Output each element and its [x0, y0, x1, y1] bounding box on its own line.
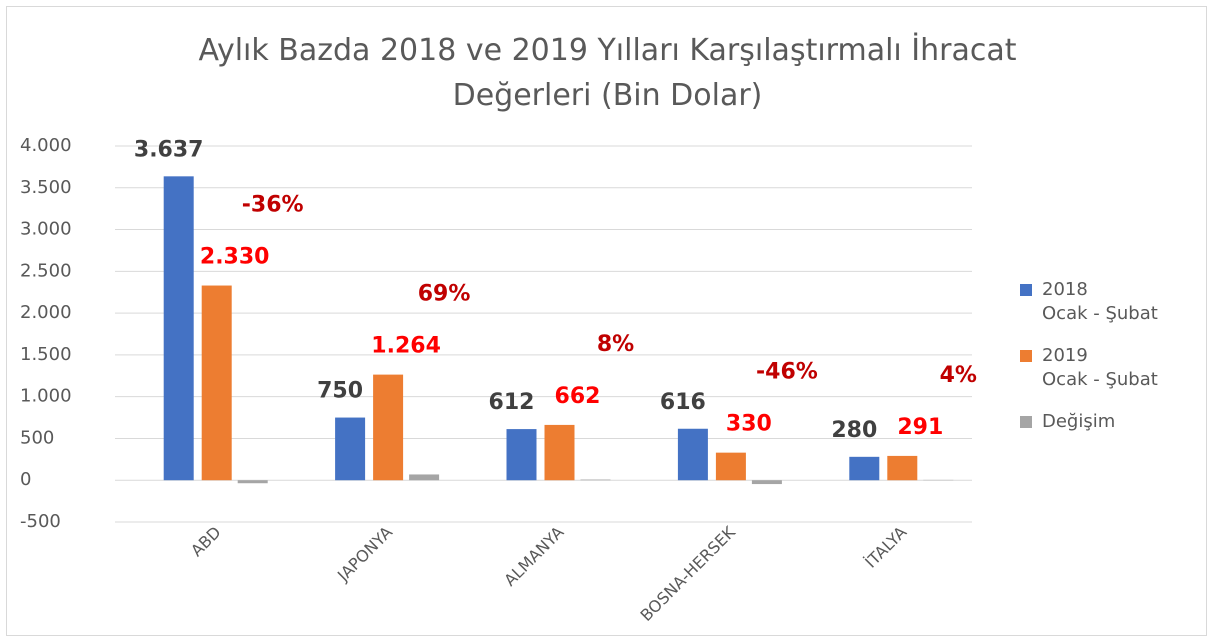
data-label: 330 — [726, 412, 772, 437]
y-tick-label: 3.000 — [20, 219, 72, 240]
data-label: 4% — [940, 363, 977, 388]
x-tick-label: ABD — [187, 523, 225, 561]
bar — [677, 428, 708, 481]
x-tick-label: JAPONYA — [333, 523, 396, 586]
bar — [335, 417, 366, 481]
data-label: 662 — [555, 384, 601, 409]
legend-swatch — [1020, 284, 1032, 296]
legend-item: 2019 Ocak - Şubat — [1020, 344, 1158, 392]
legend-swatch — [1020, 416, 1032, 428]
x-tick-label: ALMANYA — [500, 523, 567, 590]
data-label: 616 — [660, 390, 706, 415]
legend-item: Değişim — [1020, 410, 1158, 434]
y-tick-label: 4.000 — [20, 135, 72, 156]
legend-item: 2018 Ocak - Şubat — [1020, 278, 1158, 326]
y-tick-label: 500 — [20, 427, 54, 448]
bar — [887, 455, 918, 481]
bar — [715, 452, 746, 481]
y-tick-label: -500 — [20, 511, 61, 532]
data-label: 612 — [489, 390, 535, 415]
y-tick-label: 0 — [20, 469, 31, 490]
legend-swatch — [1020, 350, 1032, 362]
bar — [544, 424, 575, 481]
legend-label: 2019 Ocak - Şubat — [1042, 345, 1158, 390]
bar — [409, 474, 440, 481]
y-tick-label: 3.500 — [20, 177, 72, 198]
y-tick-label: 2.500 — [20, 260, 72, 281]
y-tick-label: 1.000 — [20, 386, 72, 407]
data-label: 291 — [897, 415, 943, 440]
bar — [849, 456, 880, 481]
y-tick-label: 2.000 — [20, 302, 72, 323]
legend: 2018 Ocak - Şubat 2019 Ocak - Şubat Değişi… — [1020, 278, 1158, 452]
data-label: -46% — [756, 360, 818, 385]
bar — [580, 479, 611, 481]
data-label: 8% — [597, 332, 634, 357]
bar — [201, 285, 232, 481]
data-label: -36% — [242, 193, 304, 218]
legend-label: 2018 Ocak - Şubat — [1042, 279, 1158, 324]
x-tick-label: İTALYA — [861, 523, 910, 572]
data-label: 750 — [317, 379, 363, 404]
data-label: 2.330 — [200, 245, 270, 270]
bar — [163, 176, 194, 481]
x-tick-label: BOSNA-HERSEK — [637, 522, 740, 625]
y-tick-label: 1.500 — [20, 344, 72, 365]
chart-border — [6, 6, 1207, 636]
bar — [506, 429, 537, 481]
data-label: 280 — [831, 418, 877, 443]
bar — [751, 480, 782, 485]
bar — [237, 480, 268, 484]
data-label: 3.637 — [134, 137, 204, 162]
data-label: 69% — [418, 282, 471, 307]
legend-label: Değişim — [1042, 411, 1116, 432]
data-label: 1.264 — [371, 334, 441, 359]
bar — [373, 374, 404, 481]
chart-title: Aylık Bazda 2018 ve 2019 Yılları Karşıla… — [198, 33, 1017, 113]
